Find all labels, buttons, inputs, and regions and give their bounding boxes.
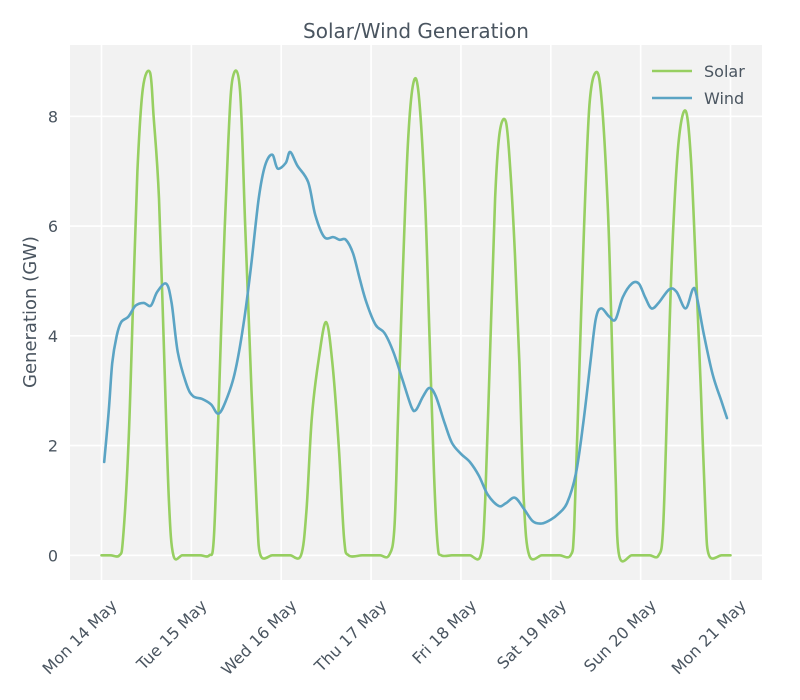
grid-lines — [70, 45, 762, 580]
series-line-wind — [102, 150, 729, 525]
legend-label-solar: Solar — [704, 62, 745, 81]
legend-label-wind: Wind — [704, 89, 744, 108]
y-tick-label-8: 8 — [48, 107, 58, 126]
plot-area — [70, 45, 762, 580]
y-tick-label-0: 0 — [48, 546, 58, 565]
y-tick-label-2: 2 — [48, 437, 58, 456]
series-line-solar — [100, 69, 732, 563]
y-tick-label-6: 6 — [48, 217, 58, 236]
y-axis-label: Generation (GW) — [20, 236, 41, 388]
series-lines — [100, 69, 732, 563]
legend: Solar Wind — [652, 62, 745, 108]
chart-title: Solar/Wind Generation — [303, 19, 529, 43]
y-tick-label-4: 4 — [48, 327, 58, 346]
